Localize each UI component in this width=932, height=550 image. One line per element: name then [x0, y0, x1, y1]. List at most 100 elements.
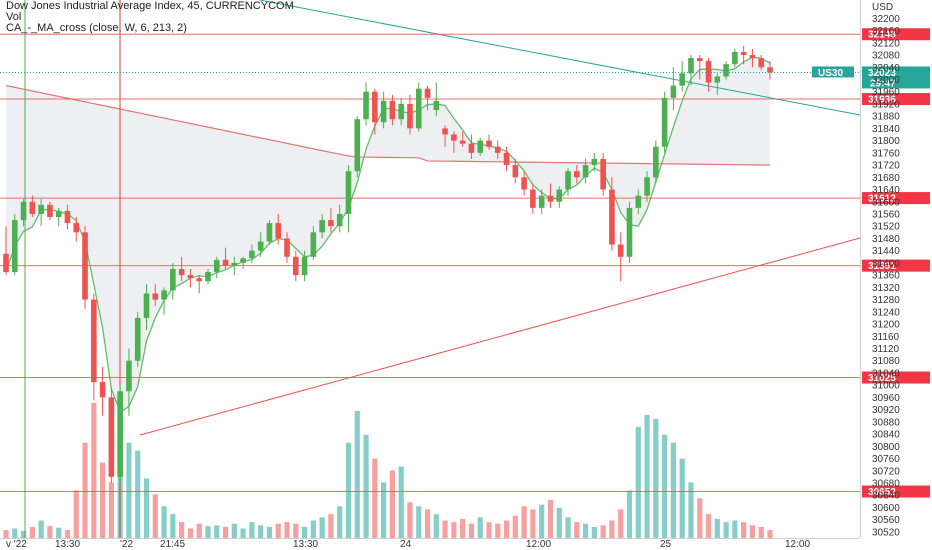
candle-body [196, 278, 202, 282]
volume-bar [328, 514, 334, 538]
y-tick-label: 31520 [872, 222, 900, 233]
volume-bar [609, 520, 615, 538]
y-tick-label: 30680 [872, 478, 900, 489]
candle-body [705, 61, 712, 83]
candle-body [565, 171, 571, 190]
horizontal-level-value: 30652 [868, 487, 896, 498]
y-tick-label: 31440 [872, 246, 900, 257]
volume-bar [64, 530, 71, 538]
volume-bar [442, 520, 448, 538]
volume-bar [363, 434, 369, 538]
trend-line-upper [259, 0, 861, 116]
current-price-countdown: 29:47 [870, 78, 896, 89]
volume-bar [539, 504, 545, 538]
y-tick-label: 30640 [872, 491, 900, 502]
legend-title: Dow Jones Industrial Average Index, 45, … [6, 0, 294, 12]
candle-series [3, 45, 773, 483]
volume-bar [310, 520, 316, 538]
y-tick-label: 31760 [872, 148, 900, 159]
chart-legend: Dow Jones Industrial Average Index, 45, … [6, 1, 294, 34]
volume-bar [99, 462, 106, 538]
horizontal-level-tag [862, 192, 930, 205]
ma-cross-fill [6, 57, 770, 412]
volume-bar [749, 525, 756, 538]
candle-body [521, 177, 527, 190]
volume-bar [451, 522, 457, 538]
symbol-tag [812, 66, 854, 78]
candle-body [617, 244, 624, 257]
candle-body [407, 103, 413, 129]
candle-body [468, 143, 475, 153]
candle-body [530, 189, 536, 208]
volume-bar [240, 528, 246, 538]
y-tick-label: 31080 [872, 356, 900, 367]
y-tick-label: 30880 [872, 417, 900, 428]
volume-bar [319, 517, 325, 538]
y-tick-label: 31000 [872, 381, 900, 392]
volume-bar [82, 442, 88, 538]
y-tick-label: 30720 [872, 466, 900, 477]
volume-bar [688, 482, 694, 538]
volume-bar [626, 490, 633, 538]
x-tick-label: 24 [400, 539, 412, 550]
volume-bar [547, 499, 554, 538]
candle-body [222, 259, 229, 266]
volume-bar [135, 450, 141, 538]
candle-body [442, 128, 448, 135]
volume-bar [354, 410, 360, 538]
x-axis-ticks: v '22 13:30 '22 21:45 13:30 24 12:00 25 12:00 [6, 539, 810, 550]
candle-body [292, 256, 299, 276]
candle-body [170, 269, 176, 291]
volume-bar [530, 509, 536, 538]
y-tick-label: 30920 [872, 405, 900, 416]
volume-bar [214, 525, 220, 538]
candle-body [556, 189, 563, 202]
volume-bar [495, 523, 501, 538]
candle-body [108, 397, 115, 477]
volume-bar [38, 520, 44, 538]
y-tick-label: 30560 [872, 515, 900, 526]
x-tick-label: 12:00 [526, 539, 551, 550]
volume-bar [170, 514, 176, 538]
y-tick-label: 31240 [872, 307, 900, 318]
volume-bar [600, 525, 606, 538]
volume-bar [126, 442, 132, 538]
y-tick-label: 31920 [872, 99, 900, 110]
legend-volume: Vol [6, 11, 22, 23]
y-tick-label: 32000 [872, 75, 900, 86]
candle-body [389, 100, 396, 120]
candle-body [626, 207, 633, 257]
candle-body [688, 58, 694, 74]
volume-bar [767, 530, 773, 538]
volume-bar [258, 525, 264, 538]
volume-bar [512, 515, 518, 538]
y-axis-unit: USD [872, 2, 893, 13]
y-tick-label: 32040 [872, 63, 900, 74]
horizontal-level-tag [862, 485, 930, 498]
candle-body [20, 201, 27, 221]
candle-body [749, 55, 756, 59]
horizontal-level-value: 31025 [868, 373, 896, 384]
ma-fast-line [5, 56, 771, 413]
candle-body [503, 152, 510, 166]
volume-bar [618, 509, 624, 538]
candle-body [363, 91, 369, 120]
y-tick-label: 31040 [872, 368, 900, 379]
candle-body [486, 140, 492, 147]
candle-body [11, 220, 18, 273]
x-tick-label: 13:30 [293, 539, 318, 550]
price-axis-bg [860, 0, 932, 550]
y-tick-label: 31880 [872, 112, 900, 123]
volume-bar [714, 518, 720, 538]
candle-body [670, 85, 677, 98]
candle-body [582, 165, 589, 178]
x-tick-label: 25 [660, 539, 672, 550]
y-tick-label: 31640 [872, 185, 900, 196]
volume-bar [196, 523, 202, 538]
y-tick-label: 31280 [872, 295, 900, 306]
candle-body [310, 232, 317, 257]
candle-body [47, 204, 53, 218]
volume-bar [723, 522, 729, 538]
